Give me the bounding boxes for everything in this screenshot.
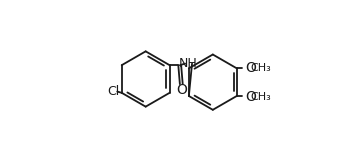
Text: CH₃: CH₃ <box>250 63 271 73</box>
Text: Cl: Cl <box>107 85 119 98</box>
Text: O: O <box>245 61 256 75</box>
Text: NH: NH <box>179 57 198 70</box>
Text: CH₃: CH₃ <box>250 92 271 102</box>
Text: O: O <box>245 90 256 104</box>
Text: O: O <box>176 83 187 97</box>
